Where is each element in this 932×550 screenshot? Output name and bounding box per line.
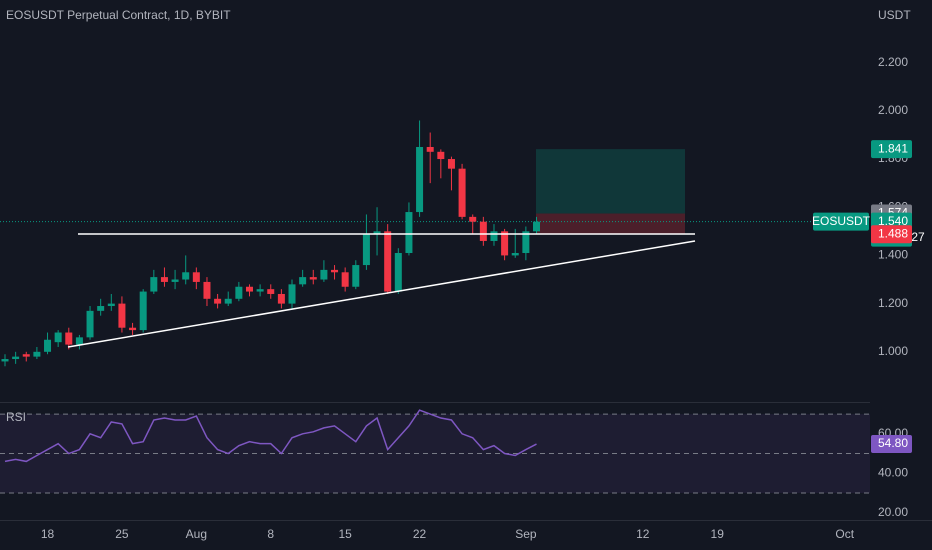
x-tick-label: Sep <box>515 527 537 541</box>
candle-body <box>267 289 275 294</box>
y-tick-label: 2.200 <box>878 55 908 69</box>
candle-body <box>33 351 41 357</box>
candle-body <box>490 231 498 241</box>
candle-body <box>362 233 370 266</box>
candle-body <box>203 281 211 299</box>
candle-body <box>12 356 20 360</box>
candle-body <box>458 168 466 217</box>
pane-separator <box>0 402 870 403</box>
indicator-title: RSI <box>6 410 26 424</box>
candle-body <box>437 151 445 160</box>
candle-body <box>299 277 307 285</box>
x-tick-label: 8 <box>267 527 274 541</box>
position-loss-zone <box>536 213 685 235</box>
candle-body <box>373 231 381 234</box>
candle-body <box>160 277 168 282</box>
chart-title: EOSUSDT Perpetual Contract, 1D, BYBIT <box>6 8 231 22</box>
candle-body <box>182 272 190 280</box>
x-tick-label: 25 <box>115 527 129 541</box>
rsi-label-box <box>871 435 912 454</box>
x-tick-label: Oct <box>835 527 854 541</box>
candle-body <box>416 146 424 213</box>
rsi-line <box>4 409 537 463</box>
candle-body <box>405 212 413 254</box>
candle-body <box>469 216 477 222</box>
candle-body <box>214 298 222 304</box>
candle-body <box>1 359 9 362</box>
candle-body <box>97 306 105 311</box>
candle-body <box>245 286 253 292</box>
x-tick-label: 15 <box>338 527 352 541</box>
candle-body <box>118 303 126 328</box>
candle-body <box>511 253 519 256</box>
candle-body <box>288 284 296 304</box>
candle-body <box>331 269 339 273</box>
candle-body <box>501 231 509 256</box>
axis-unit: USDT <box>878 8 911 22</box>
candle-body <box>309 277 317 280</box>
x-tick-label: 22 <box>413 527 427 541</box>
y-tick-label: 2.000 <box>878 103 908 117</box>
candle-body <box>192 272 200 282</box>
candle-body <box>320 269 328 280</box>
candle-body <box>86 310 94 338</box>
candle-body <box>341 272 349 287</box>
x-tick-label: 19 <box>711 527 725 541</box>
symbol-label-box <box>813 212 869 231</box>
candle-body <box>352 265 360 287</box>
candle-body <box>150 277 158 292</box>
candle-body <box>54 332 62 343</box>
x-tick-label: 12 <box>636 527 650 541</box>
candle-body <box>139 291 147 331</box>
price-label: 1.488 <box>878 226 908 240</box>
candle-body <box>171 279 179 282</box>
y-tick-label: 1.000 <box>878 344 908 358</box>
candle-body <box>384 231 392 292</box>
candle-body <box>479 221 487 241</box>
x-tick-label: Aug <box>186 527 207 541</box>
candle-body <box>107 303 115 307</box>
candle-body <box>394 253 402 292</box>
candle-body <box>277 293 285 304</box>
candle-body <box>75 337 83 345</box>
candle-body <box>129 327 137 331</box>
candle-body <box>235 286 243 299</box>
symbol-label: EOSUSDT <box>812 214 871 228</box>
candle-body <box>22 354 30 357</box>
candle-body <box>65 332 73 345</box>
y-tick-label: 1.400 <box>878 248 908 262</box>
rsi-tick-label: 20.00 <box>878 505 908 519</box>
candle-body <box>522 231 530 254</box>
candle-body <box>426 146 434 152</box>
candle-body <box>533 221 540 232</box>
price-label-box <box>871 140 912 159</box>
time-axis-border <box>0 520 932 521</box>
rsi-tick-label: 40.00 <box>878 465 908 479</box>
candle-body <box>224 298 232 304</box>
rsi-current-label: 54.80 <box>878 436 908 450</box>
price-label: 1.540 <box>878 214 908 228</box>
x-tick-label: 18 <box>41 527 55 541</box>
y-tick-label: 1.200 <box>878 296 908 310</box>
candle-body <box>447 159 455 169</box>
price-label-box <box>871 225 912 244</box>
candle-body <box>256 289 264 292</box>
trend-line-drawing <box>67 240 696 348</box>
candle-body <box>44 339 52 352</box>
price-label: 1.841 <box>878 141 908 155</box>
position-profit-zone <box>536 149 685 214</box>
